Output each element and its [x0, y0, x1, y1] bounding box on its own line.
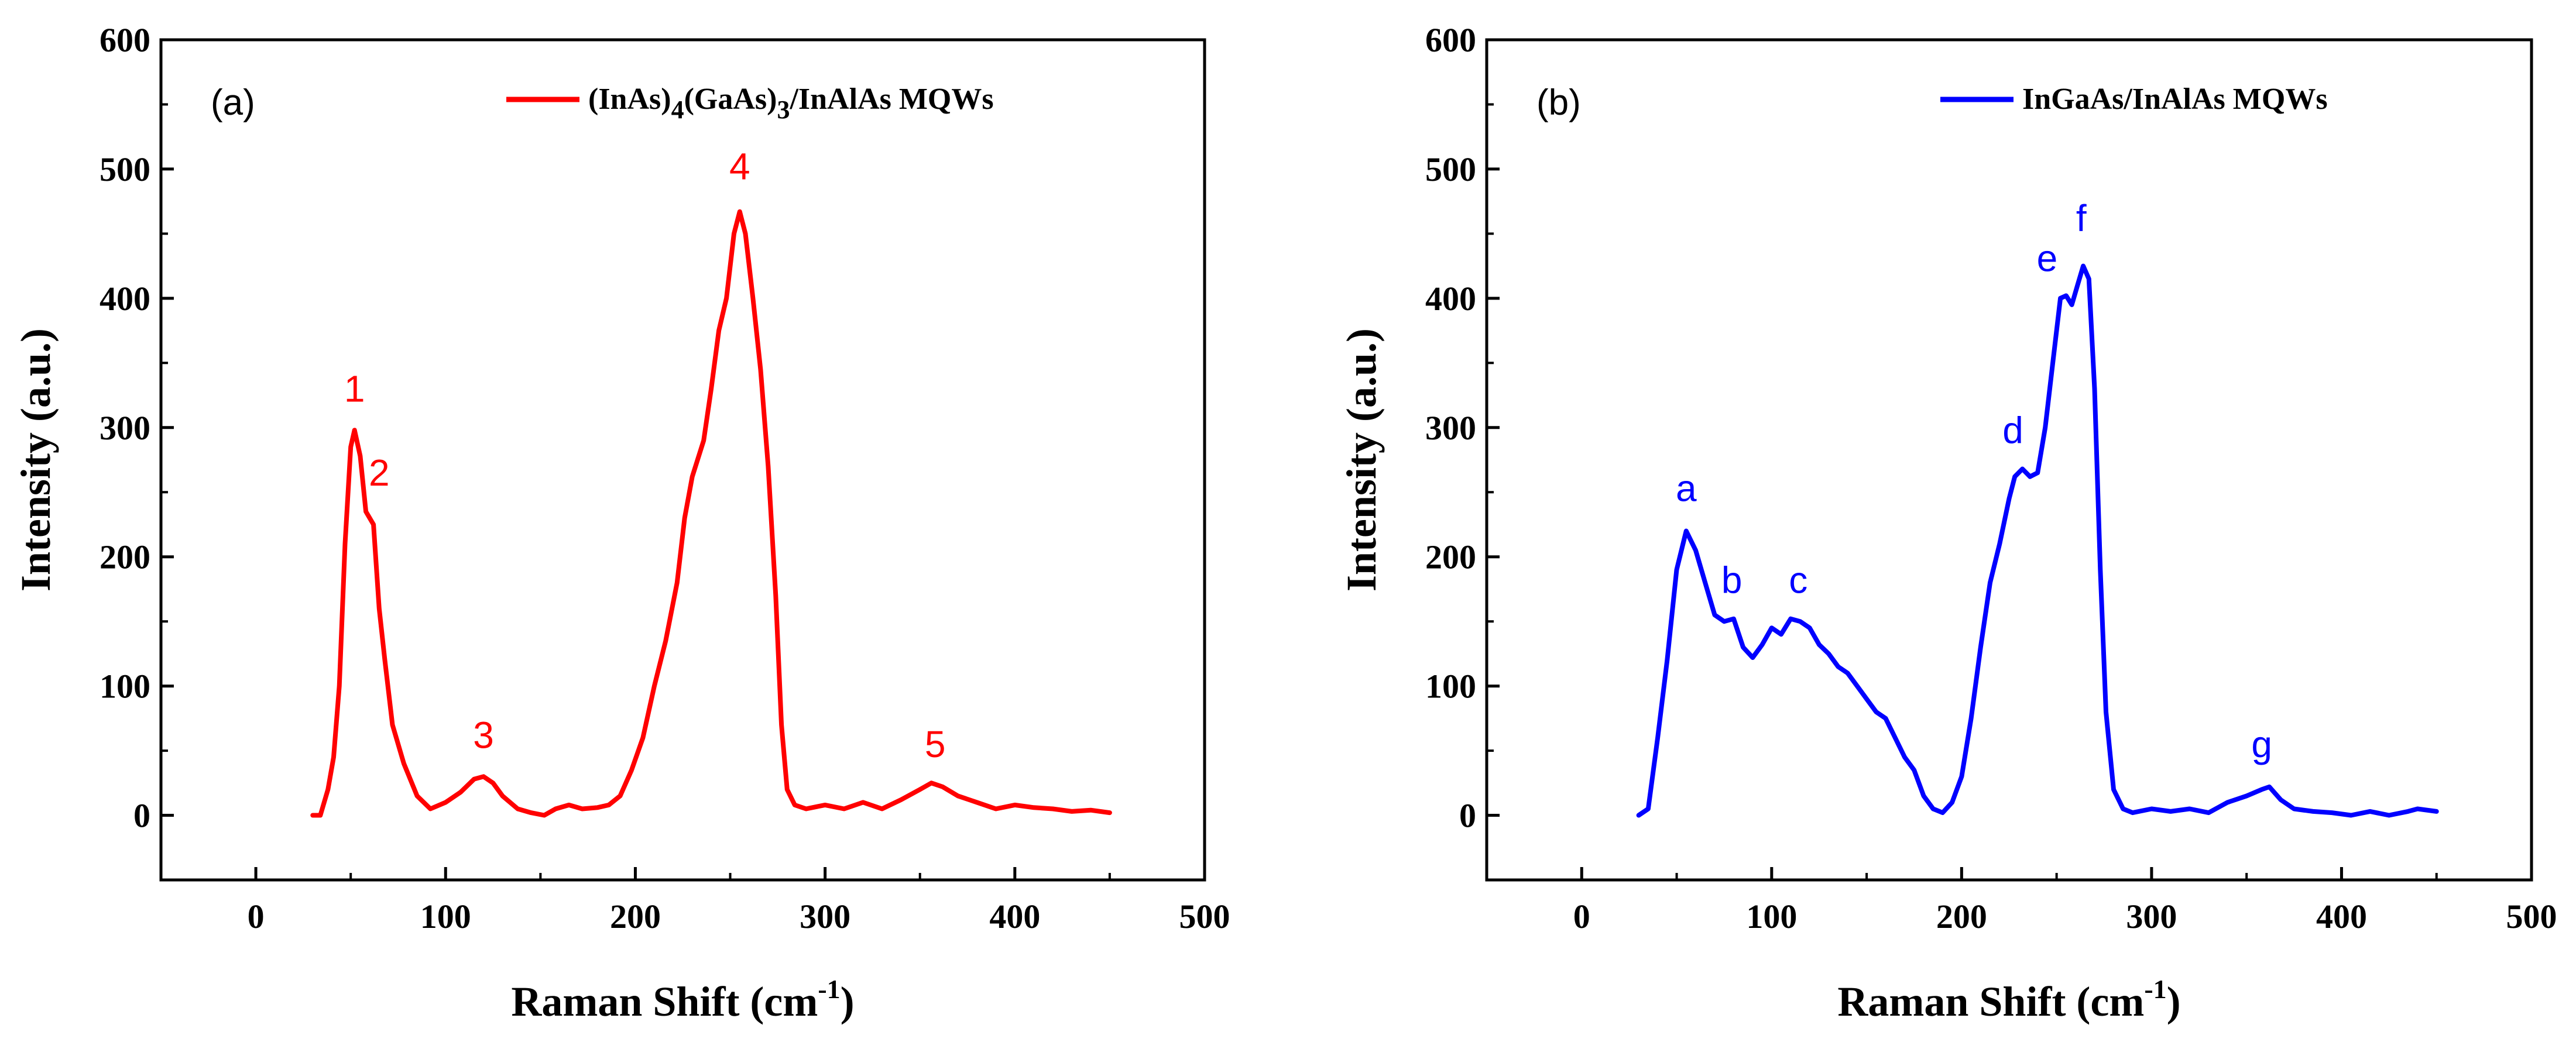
chart-0-peak-label: 5: [925, 723, 946, 765]
chart-1-peak-label: e: [2037, 237, 2058, 279]
chart-0-xtick-label: 200: [610, 897, 661, 936]
chart-0-series-line: [310, 209, 1112, 818]
chart-1-legend-label: InGaAs/InAlAs MQWs: [2022, 82, 2328, 116]
chart-1-ytick-label: 400: [1425, 280, 1476, 318]
chart-0-xtick-label: 0: [248, 897, 265, 936]
chart-0-panel-label: (a): [211, 82, 255, 123]
chart-1-peak-label: g: [2251, 723, 2272, 765]
chart-0-legend-part: 3: [777, 95, 790, 124]
chart-0-frame: [159, 38, 1206, 882]
chart-1-legend-part: InGaAs/InAlAs MQWs: [2022, 82, 2328, 116]
chart-1-xtick-label: 500: [2506, 897, 2557, 936]
chart-0-peak-label: 2: [369, 452, 390, 494]
chart-1-peak-label: c: [1789, 559, 1807, 601]
chart-0-legend-part: (GaAs): [684, 82, 777, 116]
chart-1-xlabel-main: Raman Shift (cm: [1837, 978, 2144, 1025]
chart-0-ytick-label: 300: [100, 409, 150, 447]
chart-1-ytick-label: 600: [1425, 21, 1476, 59]
chart-0-xtick-label: 100: [420, 897, 471, 936]
chart-0-xlabel-end: ): [841, 978, 855, 1025]
chart-1-peak-label: d: [2002, 409, 2023, 451]
chart-0-peak-label: 3: [473, 714, 494, 756]
chart-0-xtick-label: 500: [1179, 897, 1230, 936]
chart-0-xlabel-main: Raman Shift (cm: [511, 978, 818, 1025]
chart-1-xtick-label: 300: [2126, 897, 2177, 936]
chart-0-xtick-label: 400: [989, 897, 1040, 936]
chart-1-panel-label: (b): [1536, 82, 1581, 123]
chart-0-ylabel: Intensity (a.u.): [12, 328, 59, 592]
chart-0-legend-label: (InAs)4(GaAs)3/InAlAs MQWs: [588, 82, 994, 124]
chart-0-ytick-label: 200: [100, 538, 150, 576]
chart-1: 0 100 200 300 400 500 0 100 200 300 400 500 600 Raman…: [1338, 21, 2557, 1025]
chart-0-ytick-label: 600: [100, 21, 150, 59]
chart-0-legend-part: /InAlAs MQWs: [789, 82, 993, 116]
chart-0-xlabel-sup: -1: [818, 974, 840, 1004]
chart-0-peak-label: 4: [729, 146, 750, 188]
chart-0-xtick-label: 300: [800, 897, 850, 936]
chart-1-ytick-label: 500: [1425, 150, 1476, 188]
chart-1-xtick-label: 0: [1573, 897, 1590, 936]
chart-0-legend-part: 4: [671, 95, 684, 124]
chart-0-peak-label: 1: [344, 368, 365, 410]
chart-1-ylabel: Intensity (a.u.): [1338, 328, 1385, 592]
chart-1-peak-label: f: [2076, 197, 2087, 239]
chart-0-ytick-label: 500: [100, 150, 150, 188]
chart-1-xlabel-sup: -1: [2144, 974, 2166, 1004]
chart-0-ytick-label: 0: [133, 797, 150, 835]
chart-1-xtick-label: 100: [1746, 897, 1797, 936]
chart-1-series-line: [1636, 263, 2439, 818]
chart-1-frame: [1485, 38, 2533, 882]
chart-1-ytick-label: 200: [1425, 538, 1476, 576]
chart-1-xlabel: Raman Shift (cm-1): [1837, 974, 2180, 1025]
chart-1-xtick-label: 200: [1936, 897, 1987, 936]
chart-0: 0 100 200 300 400 500 0 100 200 300 400 500 600 Raman…: [12, 21, 1230, 1025]
chart-1-xlabel-end: ): [2167, 978, 2181, 1025]
chart-1-xtick-label: 400: [2316, 897, 2367, 936]
chart-1-peak-label: b: [1721, 559, 1743, 601]
chart-0-xlabel: Raman Shift (cm-1): [511, 974, 854, 1025]
chart-1-peak-label: a: [1676, 467, 1697, 510]
chart-0-ytick-label: 400: [100, 280, 150, 318]
chart-1-ytick-label: 100: [1425, 668, 1476, 706]
chart-0-ytick-label: 100: [100, 668, 150, 706]
chart-1-ytick-label: 0: [1459, 797, 1476, 835]
chart-0-legend-part: (InAs): [588, 82, 671, 116]
chart-1-ytick-label: 300: [1425, 409, 1476, 447]
